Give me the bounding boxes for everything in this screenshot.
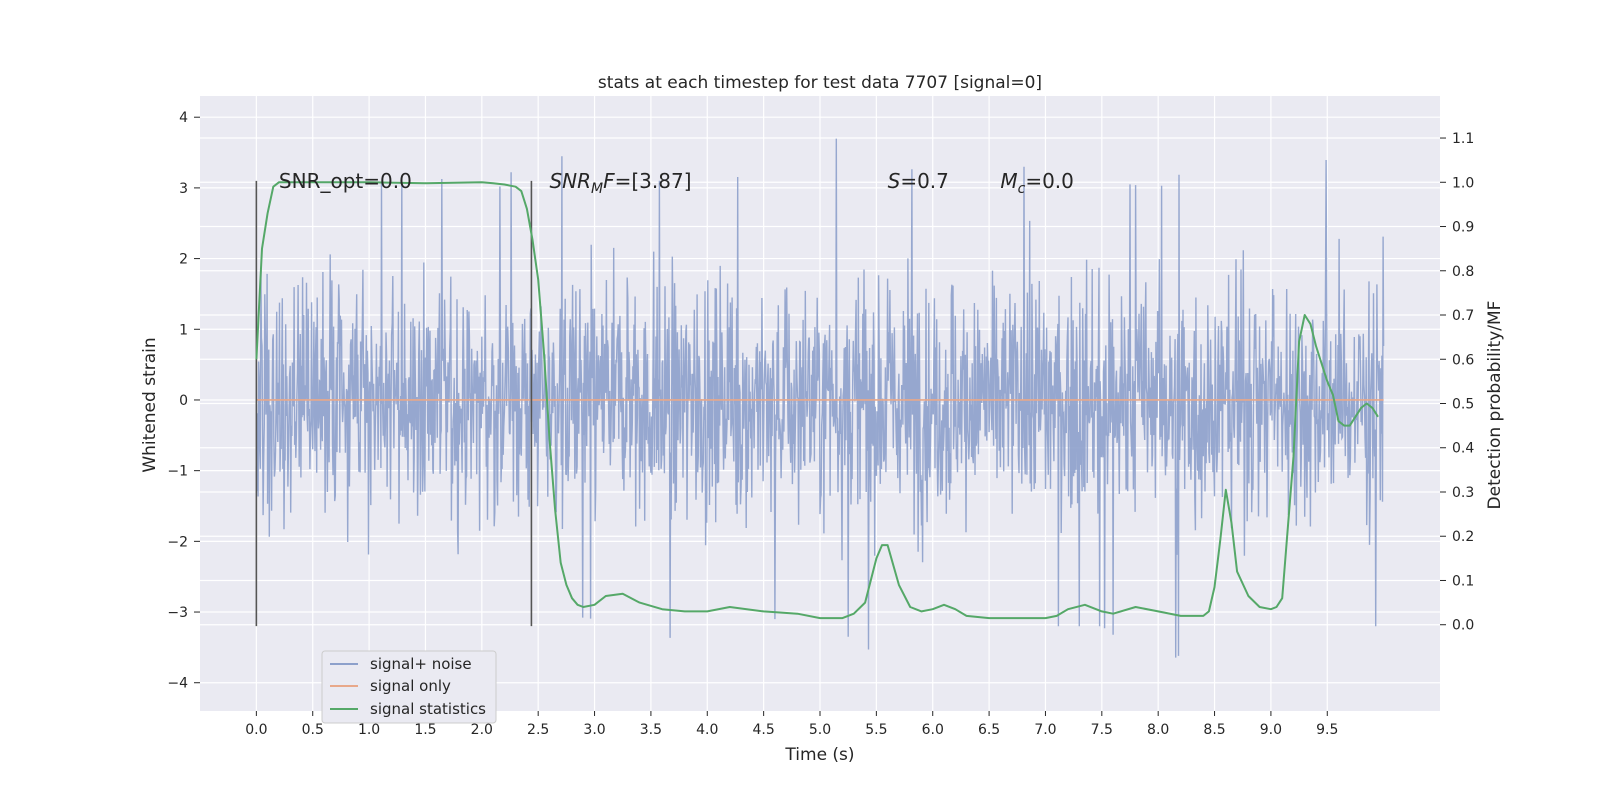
y-tick-label: 3 (179, 181, 188, 197)
y2-tick-label: 0.9 (1452, 220, 1474, 236)
y2-tick-label: 1.0 (1452, 175, 1474, 191)
legend-label-signal-statistics: signal statistics (370, 700, 486, 718)
y-tick-label: 0 (179, 393, 188, 409)
y2-tick-label: 0.2 (1452, 529, 1474, 545)
y-axis-label: Whitened strain (140, 337, 160, 472)
x-tick-label: 8.5 (1203, 722, 1225, 738)
y-tick-label: 1 (179, 322, 188, 338)
y-tick-label: −1 (167, 464, 188, 480)
x-axis-label: Time (s) (784, 745, 854, 765)
signal-statistics-line (255, 181, 1379, 620)
y2-tick-label: 0.6 (1452, 352, 1474, 368)
y2-tick-label: 1.1 (1452, 131, 1474, 147)
x-tick-label: 2.5 (527, 722, 549, 738)
x-tick-label: 1.0 (358, 722, 380, 738)
x-tick-label: 9.0 (1260, 722, 1282, 738)
y2-tick-label: 0.3 (1452, 485, 1474, 501)
x-axis-ticks: 0.0 0.5 1.0 1.5 2.0 2.5 3.0 3.5 4.0 4.5 5.0 5.5 6.0 6… (245, 711, 1338, 738)
y2-tick-label: 0.1 (1452, 573, 1474, 589)
y2-tick-label: 0.4 (1452, 441, 1474, 457)
x-tick-label: 5.5 (865, 722, 887, 738)
x-tick-label: 8.0 (1147, 722, 1169, 738)
y2-axis-ticks: 0.0 0.1 0.2 0.3 0.4 0.5 0.6 0.7 0.8 0.9 1.0 1.1 (1440, 131, 1474, 634)
legend-label-signal-noise: signal+ noise (370, 655, 472, 673)
y-tick-label: −4 (167, 676, 188, 692)
x-tick-label: 4.0 (696, 722, 718, 738)
y-tick-label: −3 (167, 605, 188, 621)
legend: signal+ noise signal only signal statist… (321, 650, 497, 724)
x-tick-label: 7.5 (1091, 722, 1113, 738)
x-tick-label: 0.5 (302, 722, 324, 738)
y-tick-label: −2 (167, 534, 188, 550)
x-tick-label: 5.0 (809, 722, 831, 738)
x-tick-label: 6.0 (922, 722, 944, 738)
y-tick-label: 4 (179, 110, 188, 126)
y-axis-ticks: −4 −3 −2 −1 0 1 2 3 4 (167, 110, 200, 692)
x-tick-label: 7.0 (1034, 722, 1056, 738)
y2-tick-label: 0.7 (1452, 308, 1474, 324)
x-tick-label: 4.5 (753, 722, 775, 738)
chart-title: stats at each timestep for test data 770… (598, 73, 1042, 93)
signal-noise-series (255, 138, 1385, 658)
annotation-text: SNR_opt=0.0 (279, 169, 412, 193)
annotation-text: SNRMF=[3.87] (549, 169, 691, 197)
annotations: SNR_opt=0.0 SNRMF=[3.87] S=0.7 Mc=0.0 (279, 169, 1074, 197)
y2-axis-label: Detection probability/MF (1485, 301, 1505, 510)
annotation-text: Mc=0.0 (1000, 169, 1074, 197)
vertical-markers (255, 180, 533, 627)
y2-tick-label: 0.5 (1452, 397, 1474, 413)
signal-statistics-series (255, 181, 1379, 620)
signal-noise-line (255, 138, 1385, 658)
annotation-text: S=0.7 (888, 169, 949, 193)
x-tick-label: 3.0 (583, 722, 605, 738)
x-tick-label: 9.5 (1316, 722, 1338, 738)
y2-tick-label: 0.8 (1452, 264, 1474, 280)
y2-tick-label: 0.0 (1452, 618, 1474, 634)
legend-label-signal-only: signal only (370, 677, 451, 695)
x-tick-label: 2.0 (471, 722, 493, 738)
legend-box (321, 650, 497, 724)
x-tick-label: 1.5 (414, 722, 436, 738)
x-tick-label: 3.5 (640, 722, 662, 738)
x-tick-label: 0.0 (245, 722, 267, 738)
x-tick-label: 6.5 (978, 722, 1000, 738)
y-tick-label: 2 (179, 252, 188, 268)
